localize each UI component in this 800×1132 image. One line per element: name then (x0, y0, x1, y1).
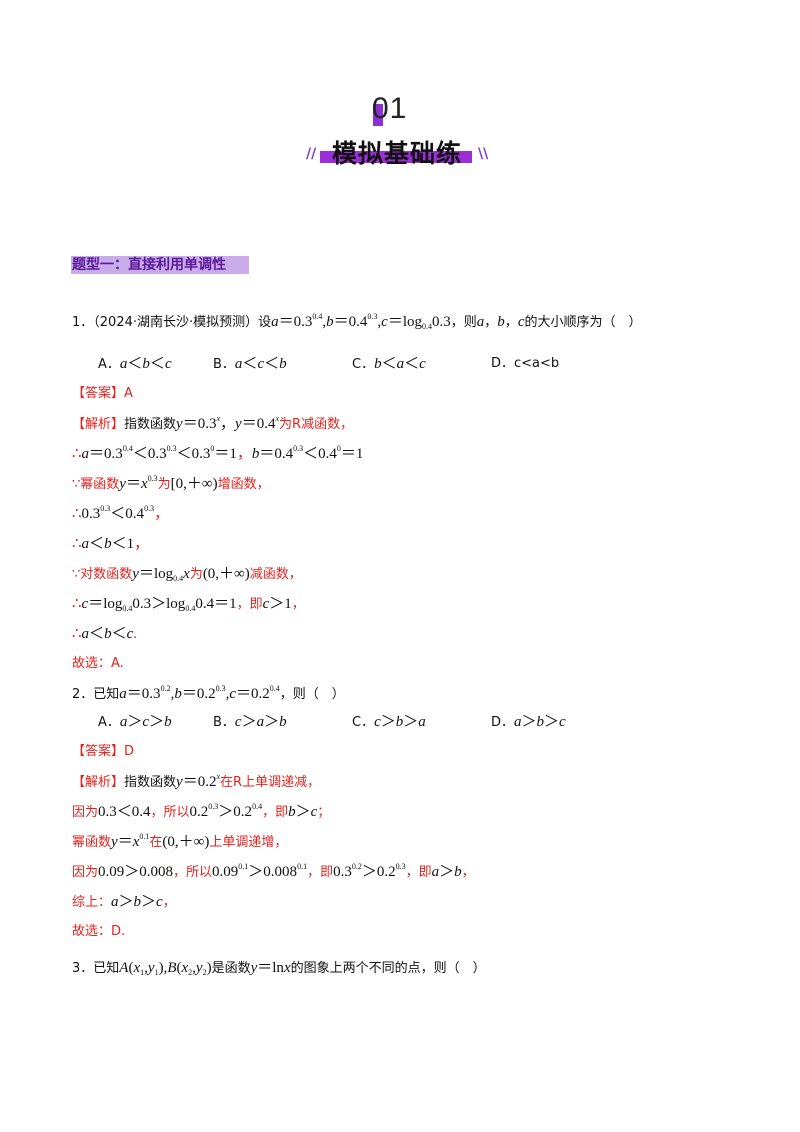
q2-option-d: D．a＞b＞c (491, 714, 566, 730)
q1-analysis-line1: 【解析】指数函数y＝0.3x，y＝0.4x为R减函数， (72, 414, 354, 433)
q1-option-c: C．b＜a＜c (352, 356, 426, 372)
q1-conclusion: 故选：A. (72, 656, 124, 671)
q2-answer: 【答案】D (72, 744, 135, 759)
header-slash-left: // (306, 146, 317, 162)
q1-option-d: D．c<a<b (491, 356, 560, 371)
q2-analysis-line4: 因为0.09＞0.008，所以0.090.1＞0.0080.1，即0.30.2＞… (72, 862, 475, 881)
q1-analysis-line6: ∵对数函数y＝log0.4x为(0,＋∞)减函数， (72, 566, 302, 583)
section-title: 题型一：直接利用单调性 (72, 257, 226, 273)
q2-analysis-line5: 综上：a＞b＞c， (72, 894, 176, 910)
q1-analysis-line3: ∵幂函数y＝x0.3为[0,＋∞)增函数， (72, 474, 270, 493)
q1-analysis-line8: ∴a＜b＜c. (72, 626, 137, 642)
q1-answer: 【答案】A (72, 386, 133, 401)
header-slash-right: \\ (478, 146, 489, 162)
section-highlight (71, 256, 249, 274)
header-title: 模拟基础练 (332, 139, 463, 168)
q1-analysis-line5: ∴a＜b＜1， (72, 536, 150, 552)
q2-option-c: C．c＞b＞a (352, 714, 426, 730)
q2-analysis-line2: 因为0.3＜0.4，所以0.20.3＞0.20.4，即b＞c； (72, 802, 331, 821)
header-number-accent (373, 104, 383, 126)
q2-analysis-line1: 【解析】指数函数y＝0.2x在R上单调递减， (72, 772, 321, 791)
q2-option-b: B．c＞a＞b (213, 714, 287, 730)
header-title-underline (320, 151, 472, 163)
q2-conclusion: 故选：D. (72, 924, 126, 939)
header-number: 01 (372, 92, 408, 125)
q1-option-a: A．a＜b＜c (98, 356, 172, 372)
q2-analysis-line3: 幂函数y＝x0.1在(0,＋∞)上单调递增， (72, 832, 288, 851)
q2-stem: 2．已知a＝0.30.2,b＝0.20.3,c＝0.20.4，则（ ） (72, 684, 345, 703)
q2-option-a: A．a＞c＞b (98, 714, 172, 730)
q1-analysis-line7: ∴c＝log0.40.3＞log0.40.4＝1，即c＞1， (72, 596, 305, 613)
q1-analysis-line4: ∴0.30.3＜0.40.3， (72, 504, 170, 523)
q1-option-b: B．a＜c＜b (213, 356, 287, 372)
q3-stem: 3．已知A(x1,y1),B(x2,y2)是函数y＝lnx的图象上两个不同的点，… (72, 960, 486, 977)
q1-stem: 1．（2024·湖南长沙·模拟预测）设a＝0.30.4,b＝0.40.3,c＝l… (72, 312, 642, 331)
q1-analysis-line2: ∴a＝0.30.4＜0.30.3＜0.30＝1，b＝0.40.3＜0.40＝1 (72, 444, 364, 463)
